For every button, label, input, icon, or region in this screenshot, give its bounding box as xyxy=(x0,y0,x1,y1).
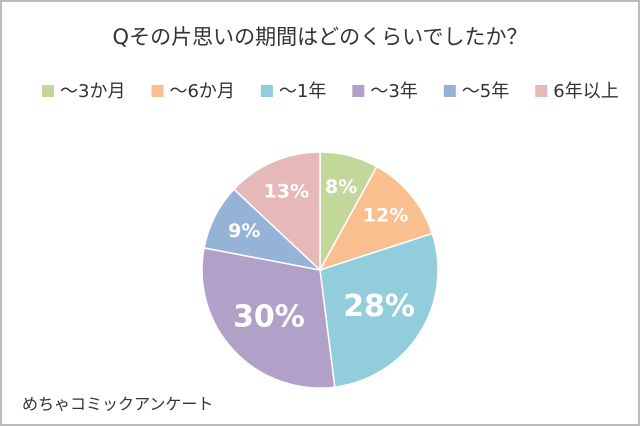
data-label: 28% xyxy=(343,289,415,324)
data-label: 8% xyxy=(325,176,357,198)
legend-label: ～3年 xyxy=(370,81,417,102)
legend-label: ～5年 xyxy=(462,81,509,102)
chart-title: Qその片思いの期間はどのくらいでしたか？ xyxy=(113,25,528,49)
pie-slice xyxy=(201,247,336,389)
legend: ～3か月 ～6か月 ～1年 ～3年 ～5年 6年以上 xyxy=(42,81,619,102)
pie-slice xyxy=(318,165,434,272)
legend-swatch xyxy=(151,85,164,97)
data-label: 9% xyxy=(228,220,260,242)
pie-slice xyxy=(319,232,439,388)
legend-label: ～1年 xyxy=(279,81,326,102)
legend-swatch xyxy=(443,85,456,97)
source: めちゃコミックアンケート xyxy=(22,395,213,414)
data-label: 12% xyxy=(363,204,408,226)
legend-swatch xyxy=(352,85,365,97)
legend-swatch xyxy=(42,85,54,97)
pie-slice xyxy=(232,151,321,272)
data-label: 13% xyxy=(264,180,309,202)
data-label: 30% xyxy=(233,299,305,334)
legend-label: ～6か月 xyxy=(169,81,234,102)
legend-swatch xyxy=(535,85,548,97)
legend-label: ～3か月 xyxy=(60,81,125,102)
pie: 8% 12% 28% 30% 9%13% xyxy=(201,151,439,389)
legend-label: 6年以上 xyxy=(553,81,618,102)
legend-swatch xyxy=(260,85,273,97)
